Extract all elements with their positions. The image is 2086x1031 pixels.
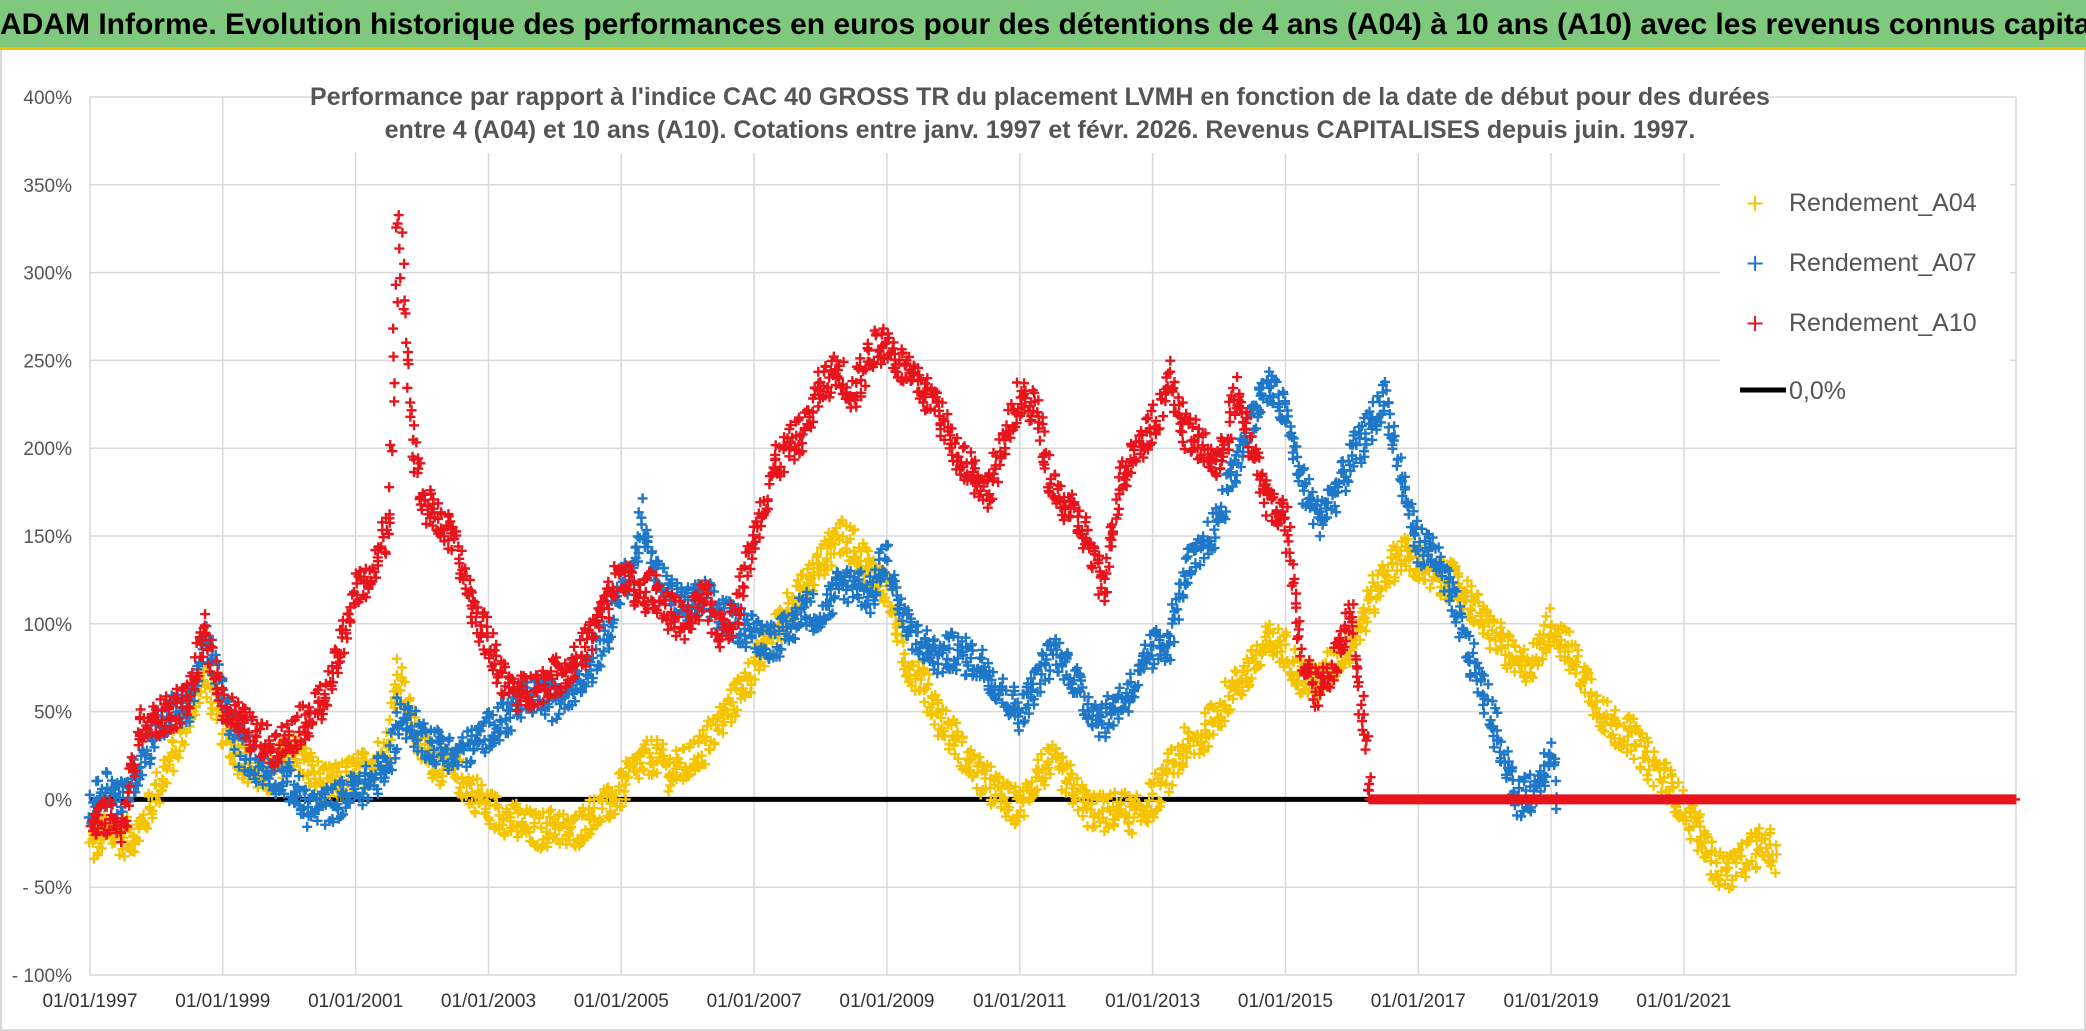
x-tick-label: 01/01/2007 <box>707 991 802 1012</box>
legend: + Rendement_A04 + Rendement_A07 + Rendem… <box>1720 153 2010 405</box>
x-tick-label: 01/01/2001 <box>308 991 403 1012</box>
x-tick-label: 01/01/2021 <box>1636 991 1731 1012</box>
y-tick-label: - 50% <box>22 878 72 899</box>
x-tick-label: 01/01/2019 <box>1504 991 1599 1012</box>
legend-marker-a04: + <box>1745 189 1765 217</box>
report-banner: ADAM Informe. Evolution historique des p… <box>0 0 2086 50</box>
y-tick-label: 150% <box>23 527 72 548</box>
performance-chart: 400% 350% 300% 250% 200% 150% 100% 50% 0% - 50% - … <box>12 81 2021 1012</box>
x-tick-label: 01/01/2009 <box>839 991 934 1012</box>
y-tick-label: - 100% <box>12 966 72 987</box>
legend-label-a10: Rendement_A10 <box>1789 309 1977 337</box>
y-tick-label: 50% <box>34 703 72 724</box>
legend-item-a04: + Rendement_A04 <box>1745 189 1977 217</box>
series-layer <box>83 210 2021 894</box>
x-tick-label: 01/01/2011 <box>973 991 1067 1012</box>
x-tick-label: 01/01/2005 <box>574 991 669 1012</box>
series-a04 <box>84 515 1782 894</box>
legend-marker-a10: + <box>1745 309 1765 337</box>
series-a07 <box>83 366 1562 832</box>
y-tick-label: 200% <box>23 439 72 460</box>
legend-item-a07: + Rendement_A07 <box>1745 249 1977 277</box>
legend-label-a04: Rendement_A04 <box>1789 189 1977 217</box>
series-a07-points <box>83 366 1562 832</box>
plot-title-line-1: Performance par rapport à l'indice CAC 4… <box>310 83 1770 111</box>
x-tick-label: 01/01/2003 <box>441 991 536 1012</box>
series-a10 <box>85 210 2021 848</box>
y-tick-label: 350% <box>23 176 72 197</box>
x-tick-label: 01/01/1997 <box>42 991 137 1012</box>
legend-marker-a07: + <box>1745 249 1765 277</box>
y-tick-label: 100% <box>23 615 72 636</box>
series-a04-points <box>84 515 1782 894</box>
plot-title: Performance par rapport à l'indice CAC 4… <box>310 81 1770 153</box>
x-tick-label: 01/01/2015 <box>1238 991 1333 1012</box>
x-tick-label: 01/01/2017 <box>1371 991 1466 1012</box>
legend-item-zero: 0,0% <box>1740 377 1846 405</box>
legend-label-zero: 0,0% <box>1789 377 1846 405</box>
series-a10-points <box>85 210 2021 848</box>
plot-title-line-2: entre 4 (A04) et 10 ans (A10). Cotations… <box>385 116 1696 144</box>
y-axis-ticks: 400% 350% 300% 250% 200% 150% 100% 50% 0% - 50% - … <box>12 88 72 987</box>
y-tick-label: 400% <box>23 88 72 109</box>
x-tick-label: 01/01/1999 <box>175 991 270 1012</box>
x-axis-ticks: 01/01/1997 01/01/1999 01/01/2001 01/01/2003… <box>42 991 1731 1012</box>
legend-item-a10: + Rendement_A10 <box>1745 309 1977 337</box>
y-tick-label: 0% <box>45 790 73 811</box>
x-tick-label: 01/01/2013 <box>1105 991 1200 1012</box>
y-tick-label: 300% <box>23 264 72 285</box>
banner-title: ADAM Informe. Evolution historique des p… <box>0 8 2086 41</box>
y-tick-label: 250% <box>23 351 72 372</box>
legend-label-a07: Rendement_A07 <box>1789 249 1977 277</box>
